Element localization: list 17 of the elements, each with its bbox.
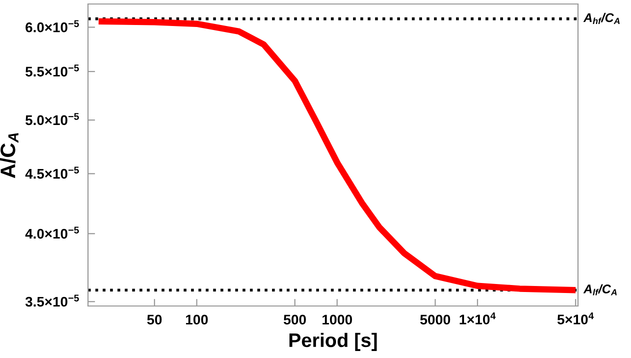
y-tick-label: 6.0×10$^{−5}$ <box>26 20 79 32</box>
x-axis-title: Period [s] <box>289 332 377 351</box>
ref-line-label: A$_{lf}$/C$_{A}$ <box>583 284 617 296</box>
x-tick-label: 50 <box>147 314 162 325</box>
y-tick-label: 4.5×10$^{−5}$ <box>25 166 79 179</box>
y-tick-label: 3.5×10$^{−5}$ <box>25 294 79 307</box>
x-tick-label: 5000 <box>420 314 450 325</box>
y-tick-label: 4.0×10$^{−5}$ <box>25 226 79 239</box>
x-tick-label: 100 <box>186 314 208 325</box>
y-tick-label: 5.5×10$^{−5}$ <box>26 64 79 77</box>
x-tick-label: 500 <box>284 314 306 325</box>
y-axis-title: A/C$_{A}$ <box>0 133 18 178</box>
x-tick-label: 1000 <box>322 314 352 325</box>
x-tick-label: 1×10$^{4}$ <box>460 312 496 324</box>
ref-line-label: A$_{hf}$/C$_{A}$ <box>583 12 620 24</box>
y-tick-label: 5.0×10$^{−5}$ <box>26 113 79 126</box>
x-tick-label: 5×10$^{4}$ <box>557 312 594 324</box>
